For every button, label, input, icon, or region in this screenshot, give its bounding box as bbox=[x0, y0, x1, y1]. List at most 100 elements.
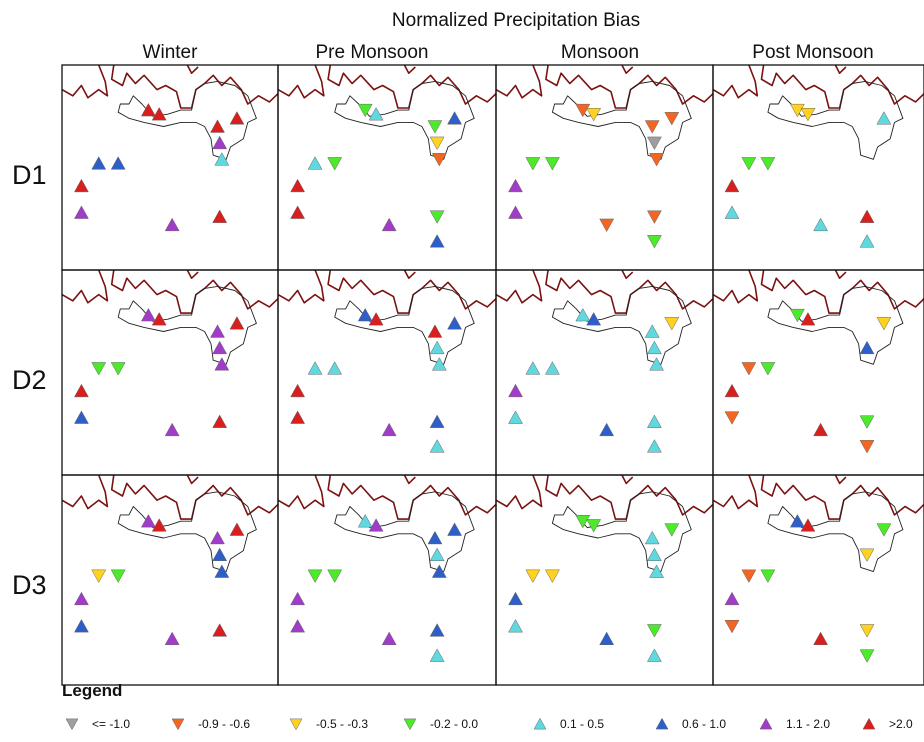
station-marker bbox=[525, 569, 541, 583]
map-panel bbox=[277, 64, 497, 271]
station-marker bbox=[525, 361, 541, 375]
station-marker bbox=[741, 569, 757, 583]
map-panel bbox=[495, 474, 714, 686]
station-marker bbox=[813, 217, 829, 232]
country-border bbox=[327, 65, 496, 109]
row-labels: D1 D2 D3 bbox=[12, 160, 47, 600]
station-marker bbox=[151, 518, 167, 532]
map-panel bbox=[277, 269, 497, 476]
country-border bbox=[403, 65, 416, 74]
country-border bbox=[621, 270, 634, 279]
station-marker bbox=[760, 362, 776, 376]
station-marker bbox=[429, 414, 445, 428]
country-border bbox=[545, 270, 713, 314]
station-marker bbox=[724, 411, 740, 425]
station-marker bbox=[91, 569, 107, 583]
station-marker bbox=[664, 523, 680, 537]
station-marker bbox=[431, 357, 447, 371]
country-border bbox=[621, 65, 634, 74]
country-border bbox=[110, 270, 278, 314]
station-marker bbox=[110, 156, 126, 170]
country-border bbox=[760, 270, 924, 314]
station-marker bbox=[859, 548, 875, 562]
station-marker bbox=[544, 361, 560, 375]
station-marker bbox=[429, 136, 445, 151]
station-marker bbox=[427, 120, 443, 134]
station-marker bbox=[789, 514, 805, 528]
station-marker bbox=[649, 153, 665, 167]
station-marker bbox=[212, 209, 228, 223]
station-marker bbox=[290, 410, 306, 424]
row-label: D2 bbox=[12, 365, 47, 395]
map-panel bbox=[712, 269, 924, 476]
station-marker bbox=[91, 156, 107, 170]
station-marker bbox=[164, 217, 180, 232]
station-marker bbox=[368, 518, 384, 532]
station-marker bbox=[74, 178, 89, 193]
legend-label: 1.1 - 2.0 bbox=[786, 717, 830, 731]
country-border bbox=[62, 270, 109, 304]
station-marker bbox=[429, 623, 445, 637]
legend-label: -0.9 - -0.6 bbox=[198, 717, 250, 731]
legend-label: >2.0 bbox=[889, 717, 913, 731]
station-marker bbox=[649, 564, 665, 578]
station-marker bbox=[357, 514, 373, 528]
station-marker bbox=[140, 514, 156, 528]
station-marker bbox=[429, 648, 445, 662]
station-marker bbox=[327, 157, 343, 171]
station-marker bbox=[789, 103, 805, 118]
map-panel bbox=[495, 269, 714, 476]
station-marker bbox=[599, 218, 615, 233]
station-marker bbox=[74, 591, 89, 606]
country-border bbox=[186, 270, 199, 279]
station-marker bbox=[876, 111, 892, 125]
station-marker bbox=[813, 631, 829, 645]
station-marker bbox=[575, 515, 591, 529]
station-marker bbox=[214, 152, 230, 166]
station-marker bbox=[447, 111, 463, 125]
country-border bbox=[403, 270, 416, 279]
legend-label: 0.6 - 1.0 bbox=[682, 717, 726, 731]
country-border bbox=[834, 475, 847, 485]
station-marker bbox=[859, 649, 875, 663]
station-marker bbox=[646, 624, 662, 638]
country-border bbox=[278, 270, 325, 304]
panel-frame bbox=[712, 269, 924, 476]
panel-frame bbox=[61, 474, 279, 686]
station-marker bbox=[307, 361, 323, 375]
map-panel bbox=[712, 474, 924, 686]
legend-label: 0.1 - 0.5 bbox=[560, 717, 604, 731]
column-labels: Winter Pre Monsoon Monsoon Post Monsoon bbox=[143, 42, 874, 63]
legend-label: -0.5 - -0.3 bbox=[316, 717, 368, 731]
station-marker bbox=[789, 308, 805, 323]
station-marker bbox=[508, 619, 523, 633]
country-border bbox=[278, 475, 325, 510]
legend-symbol bbox=[759, 717, 773, 730]
station-marker bbox=[290, 591, 306, 606]
station-marker bbox=[508, 205, 523, 219]
station-marker bbox=[525, 157, 541, 171]
legend-symbol bbox=[403, 718, 417, 731]
station-marker bbox=[229, 522, 245, 536]
station-marker bbox=[544, 157, 560, 171]
station-marker bbox=[544, 569, 560, 583]
country-border bbox=[110, 65, 278, 109]
station-marker bbox=[214, 564, 230, 578]
station-marker bbox=[800, 108, 816, 122]
station-marker bbox=[212, 547, 228, 561]
station-marker bbox=[368, 312, 384, 326]
map-panel bbox=[495, 64, 714, 271]
legend-title: Legend bbox=[62, 681, 122, 700]
station-marker bbox=[447, 316, 463, 330]
map-panel bbox=[61, 64, 279, 271]
station-marker bbox=[813, 422, 829, 437]
panel-frame bbox=[712, 64, 924, 271]
station-marker bbox=[760, 569, 776, 583]
panel-frame bbox=[61, 269, 279, 476]
legend: <= -1.0 -0.9 - -0.6 -0.5 - -0.3 -0.2 - 0.0 0… bbox=[65, 717, 913, 731]
country-border bbox=[834, 65, 847, 74]
station-marker bbox=[74, 619, 89, 633]
country-border bbox=[713, 475, 759, 510]
station-marker bbox=[368, 107, 384, 121]
